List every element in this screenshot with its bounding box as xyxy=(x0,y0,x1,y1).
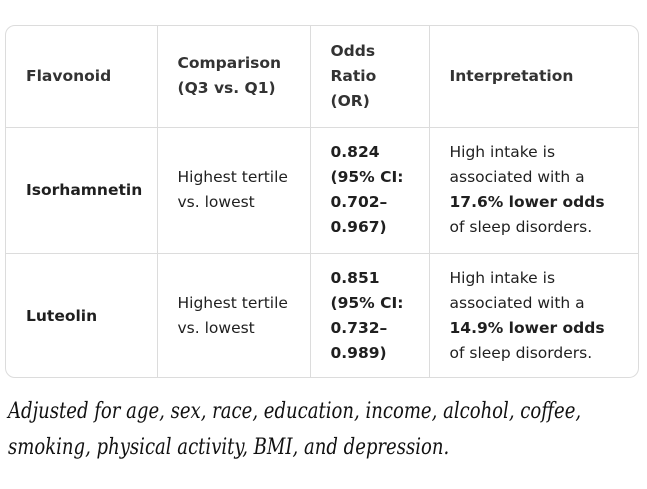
table-row: Isorhamnetin Highest tertile vs. lowest … xyxy=(6,127,638,254)
interpretation-text-end: of sleep disorders. xyxy=(449,218,593,236)
header-flavonoid: Flavonoid xyxy=(6,26,158,128)
table-header-row: Flavonoid Comparison (Q3 vs. Q1) Odds Ra… xyxy=(6,26,638,128)
results-table: Flavonoid Comparison (Q3 vs. Q1) Odds Ra… xyxy=(5,25,639,378)
interpretation-highlight: 17.6% lower odds xyxy=(449,193,605,211)
adjustment-note: Adjusted for age, sex, race, education, … xyxy=(8,399,582,460)
header-comparison: Comparison (Q3 vs. Q1) xyxy=(157,26,311,128)
header-interpretation: Interpretation xyxy=(429,26,638,128)
cell-interpretation: High intake is associated with a 17.6% l… xyxy=(429,127,638,254)
interpretation-highlight: 14.9% lower odds xyxy=(449,319,605,338)
interpretation-text-end: of sleep disorders. xyxy=(449,344,593,363)
cell-flavonoid: Isorhamnetin xyxy=(6,127,158,254)
cell-flavonoid: Luteolin xyxy=(6,253,158,377)
cell-odds-ratio: 0.851 (95% CI: 0.732–0.989) xyxy=(310,253,430,377)
interpretation-text: High intake is associated with a xyxy=(449,143,585,186)
cell-comparison: Highest tertile vs. lowest xyxy=(157,253,311,377)
interpretation-text: High intake is associated with a xyxy=(449,269,585,313)
cell-odds-ratio: 0.824 (95% CI: 0.702–0.967) xyxy=(310,127,430,254)
header-odds-ratio: Odds Ratio (OR) xyxy=(310,26,430,128)
table-row: Luteolin Highest tertile vs. lowest 0.85… xyxy=(6,253,638,377)
cell-interpretation: High intake is associated with a 14.9% l… xyxy=(429,253,638,377)
cell-comparison: Highest tertile vs. lowest xyxy=(157,127,311,254)
